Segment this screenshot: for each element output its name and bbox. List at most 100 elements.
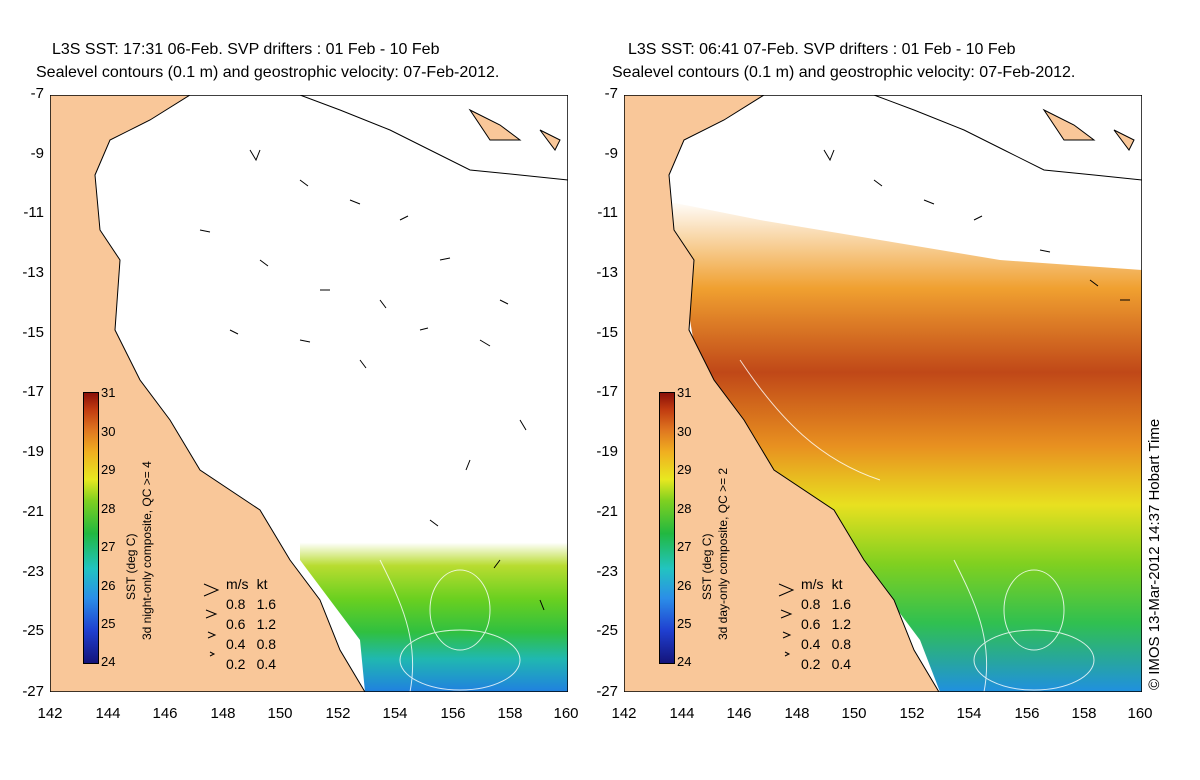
lon-tick: 160	[1127, 705, 1153, 722]
lat-tick: -11	[597, 204, 618, 221]
colorbar-tick: 24	[101, 654, 116, 669]
panel1-sealevel-contours	[379, 559, 521, 692]
lat-tick: -7	[30, 85, 44, 102]
lat-tick: -23	[22, 563, 44, 580]
lon-tick: 154	[382, 705, 408, 722]
lat-tick: -13	[596, 264, 618, 281]
lon-tick: 156	[440, 705, 466, 722]
panel1-legend-arrows	[203, 583, 220, 657]
colorbar-tick: 27	[677, 539, 692, 554]
panel2-legend-arrows	[778, 583, 795, 657]
legend-kt-value: 0.8	[256, 636, 277, 652]
legend-ms-value: 0.6	[226, 616, 246, 632]
panel1-land-australia	[50, 95, 366, 692]
lat-tick: -27	[596, 683, 618, 700]
copyright-notice: © IMOS 13-Mar-2012 14:37 Hobart Time	[1146, 418, 1163, 690]
colorbar-tick: 30	[101, 424, 116, 439]
legend-ms-value: 0.4	[226, 636, 246, 652]
lat-tick: -21	[596, 503, 618, 520]
panel1-velocity-arrows	[199, 149, 545, 611]
lat-tick: -7	[604, 85, 618, 102]
colorbar-tick: 25	[677, 616, 692, 631]
panel1-land-png	[299, 95, 568, 181]
panel2-velocity-arrows	[823, 149, 1130, 301]
panel1-sst-field	[300, 360, 568, 692]
colorbar-tick: 31	[101, 385, 116, 400]
colorbar-tick: 28	[677, 501, 692, 516]
lon-tick: 148	[210, 705, 236, 722]
lat-tick: -17	[22, 383, 44, 400]
lon-tick: 146	[726, 705, 752, 722]
lat-tick: -15	[22, 324, 44, 341]
lat-tick: -21	[22, 503, 44, 520]
lon-tick: 142	[611, 705, 637, 722]
legend-ms-value: 0.8	[801, 596, 821, 612]
lon-tick: 148	[784, 705, 810, 722]
lat-tick: -25	[596, 622, 618, 639]
colorbar-tick: 27	[101, 539, 116, 554]
panel1-velocity-legend: m/s kt 0.8 1.6 0.6 1.2 0.4 0.8 0.2 0.4	[222, 574, 280, 674]
panel2-title-line2: Sealevel contours (0.1 m) and geostrophi…	[612, 64, 1076, 81]
legend-ms-value: 0.6	[801, 616, 821, 632]
panel1-composite-label: 3d night-only composite, QC >= 4	[140, 461, 154, 640]
lat-tick: -9	[604, 145, 618, 162]
lat-tick: -15	[596, 324, 618, 341]
legend-ms-value: 0.2	[801, 656, 821, 672]
lat-tick: -13	[22, 264, 44, 281]
colorbar-tick: 24	[677, 654, 692, 669]
lat-tick: -25	[22, 622, 44, 639]
legend-kt-value: 1.6	[256, 596, 277, 612]
panel2-velocity-legend: m/s kt 0.8 1.6 0.6 1.2 0.4 0.8 0.2 0.4	[797, 574, 855, 674]
colorbar-tick: 26	[101, 578, 116, 593]
lat-tick: -19	[596, 443, 618, 460]
colorbar-tick: 31	[677, 385, 692, 400]
lon-tick: 152	[325, 705, 351, 722]
lat-tick: -23	[596, 563, 618, 580]
colorbar-tick: 26	[677, 578, 692, 593]
legend-ms-value: 0.2	[226, 656, 246, 672]
lon-tick: 146	[152, 705, 178, 722]
legend-header-kt: kt	[831, 576, 843, 592]
panel2-colorbar-label: SST (deg C)	[700, 533, 714, 600]
legend-kt-value: 1.2	[831, 616, 852, 632]
panel2-land-australia	[624, 95, 940, 692]
lon-tick: 154	[956, 705, 982, 722]
legend-kt-value: 1.2	[256, 616, 277, 632]
panel2-map	[624, 95, 1142, 692]
colorbar-tick: 29	[101, 462, 116, 477]
lat-tick: -19	[22, 443, 44, 460]
colorbar-tick: 30	[677, 424, 692, 439]
colorbar-tick: 29	[677, 462, 692, 477]
legend-ms-value: 0.8	[226, 596, 246, 612]
lon-tick: 150	[841, 705, 867, 722]
legend-ms-value: 0.4	[801, 636, 821, 652]
panel2-sealevel-contours	[739, 359, 1095, 692]
lat-tick: -27	[22, 683, 44, 700]
panel2-sst-field	[660, 200, 1142, 692]
lat-tick: -11	[23, 204, 44, 221]
lon-tick: 142	[37, 705, 63, 722]
panel1-title-line1: L3S SST: 17:31 06-Feb. SVP drifters : 01…	[52, 41, 440, 58]
colorbar-tick: 28	[101, 501, 116, 516]
legend-header-ms: m/s	[801, 576, 824, 592]
panel2-composite-label: 3d day-only composite, QC >= 2	[716, 467, 730, 640]
legend-kt-value: 1.6	[831, 596, 852, 612]
panel2-colorbar	[659, 392, 675, 664]
lon-tick: 158	[1071, 705, 1097, 722]
panel1-title-line2: Sealevel contours (0.1 m) and geostrophi…	[36, 64, 500, 81]
lat-tick: -9	[30, 145, 44, 162]
panel2-land-png	[873, 95, 1142, 181]
lon-tick: 150	[267, 705, 293, 722]
panel1-map	[50, 95, 568, 692]
panel1-colorbar	[83, 392, 99, 664]
panel1-colorbar-label: SST (deg C)	[124, 533, 138, 600]
colorbar-tick: 25	[101, 616, 116, 631]
lon-tick: 152	[899, 705, 925, 722]
lon-tick: 156	[1014, 705, 1040, 722]
legend-kt-value: 0.4	[831, 656, 852, 672]
lon-tick: 158	[497, 705, 523, 722]
legend-kt-value: 0.4	[256, 656, 277, 672]
lon-tick: 144	[95, 705, 121, 722]
legend-header-kt: kt	[256, 576, 268, 592]
